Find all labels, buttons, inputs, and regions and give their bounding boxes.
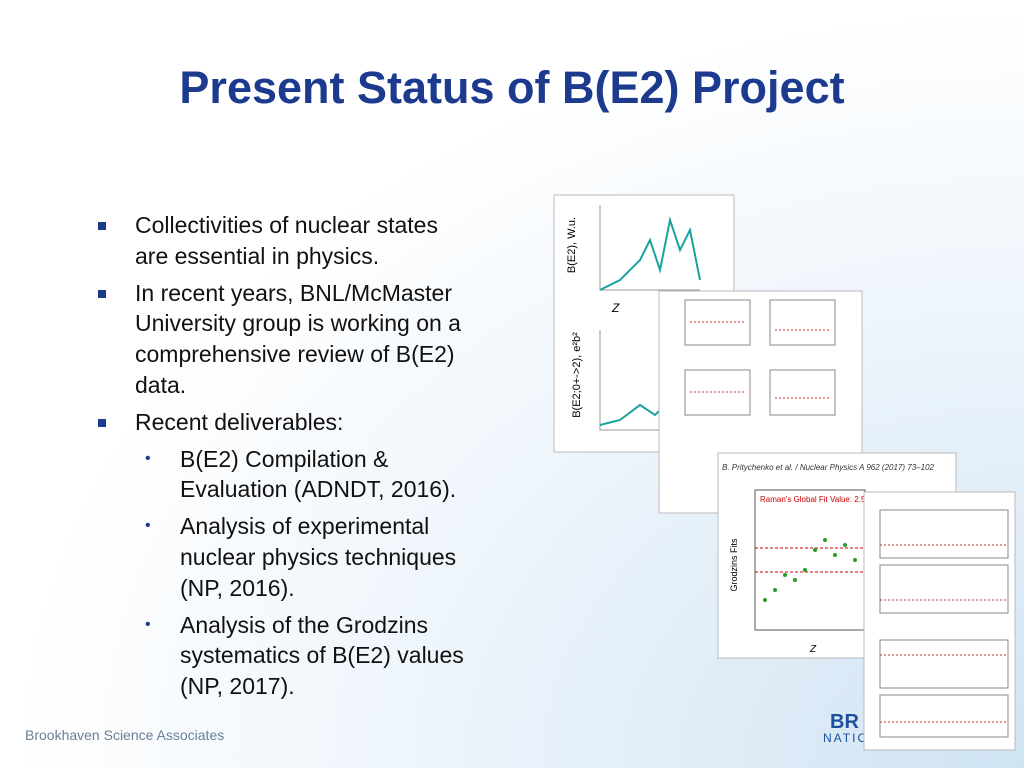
figure-frame bbox=[863, 491, 1016, 751]
sub-bullet-text: (NP, 2017). bbox=[180, 673, 295, 700]
slide-title: Present Status of B(E2) Project bbox=[179, 62, 845, 113]
panel bbox=[879, 694, 1009, 738]
surface bbox=[599, 216, 701, 291]
sub-bullet-marker: • bbox=[145, 449, 151, 467]
axis-label: Z bbox=[809, 644, 817, 655]
sub-bullet-marker: • bbox=[145, 615, 151, 633]
panel bbox=[684, 369, 751, 416]
bullet-text: are essential in physics. bbox=[135, 242, 380, 269]
axis-label: Grodzins Fits bbox=[729, 538, 739, 592]
logo: BR bbox=[830, 711, 859, 733]
panel bbox=[879, 639, 1009, 689]
bullet-text: Collectivities of nuclear states bbox=[135, 212, 438, 238]
bullet-text: comprehensive review of B(E2) bbox=[135, 341, 455, 368]
sub-bullet-text: Analysis of experimental bbox=[180, 513, 430, 540]
footer: Brookhaven Science Associates bbox=[25, 727, 225, 743]
bullet-text: Recent deliverables: bbox=[135, 408, 344, 435]
panel bbox=[769, 369, 836, 416]
sub-bullet-text: nuclear physics techniques bbox=[180, 544, 457, 570]
sub-bullet-text: B(E2) Compilation & bbox=[180, 445, 389, 472]
axis-label: B(E2), W.u. bbox=[566, 217, 578, 273]
panel bbox=[879, 509, 1009, 559]
paper-header: B. Pritychenko et al. / Nuclear Physics … bbox=[722, 463, 935, 472]
bullet-marker bbox=[98, 222, 106, 230]
sub-bullet-text: (NP, 2016). bbox=[180, 574, 295, 601]
bullet-marker bbox=[98, 289, 106, 298]
bullet-text: data. bbox=[135, 372, 187, 398]
logo: NATIO bbox=[823, 731, 869, 745]
fit-label: Raman's Global Fit Value: 2.57(45 bbox=[760, 495, 882, 504]
bullet-marker bbox=[98, 418, 106, 427]
panel bbox=[879, 564, 1009, 614]
sub-bullet-text: Analysis of the Grodzins bbox=[180, 611, 429, 638]
bullet-text: In recent years, BNL/McMaster bbox=[135, 279, 452, 306]
axis-label: B(E2;0+->2), e²b² bbox=[571, 332, 583, 418]
sub-bullet-text: Evaluation (ADNDT, 2016). bbox=[180, 476, 457, 503]
axis-label: Z bbox=[611, 301, 620, 315]
sub-bullet-text: systematics of B(E2) values bbox=[180, 642, 464, 669]
bullet-text: University group is working on a bbox=[135, 310, 461, 337]
sub-bullet-marker: • bbox=[145, 517, 151, 535]
panel bbox=[769, 299, 836, 346]
data-points bbox=[763, 538, 857, 602]
panel bbox=[684, 299, 751, 346]
